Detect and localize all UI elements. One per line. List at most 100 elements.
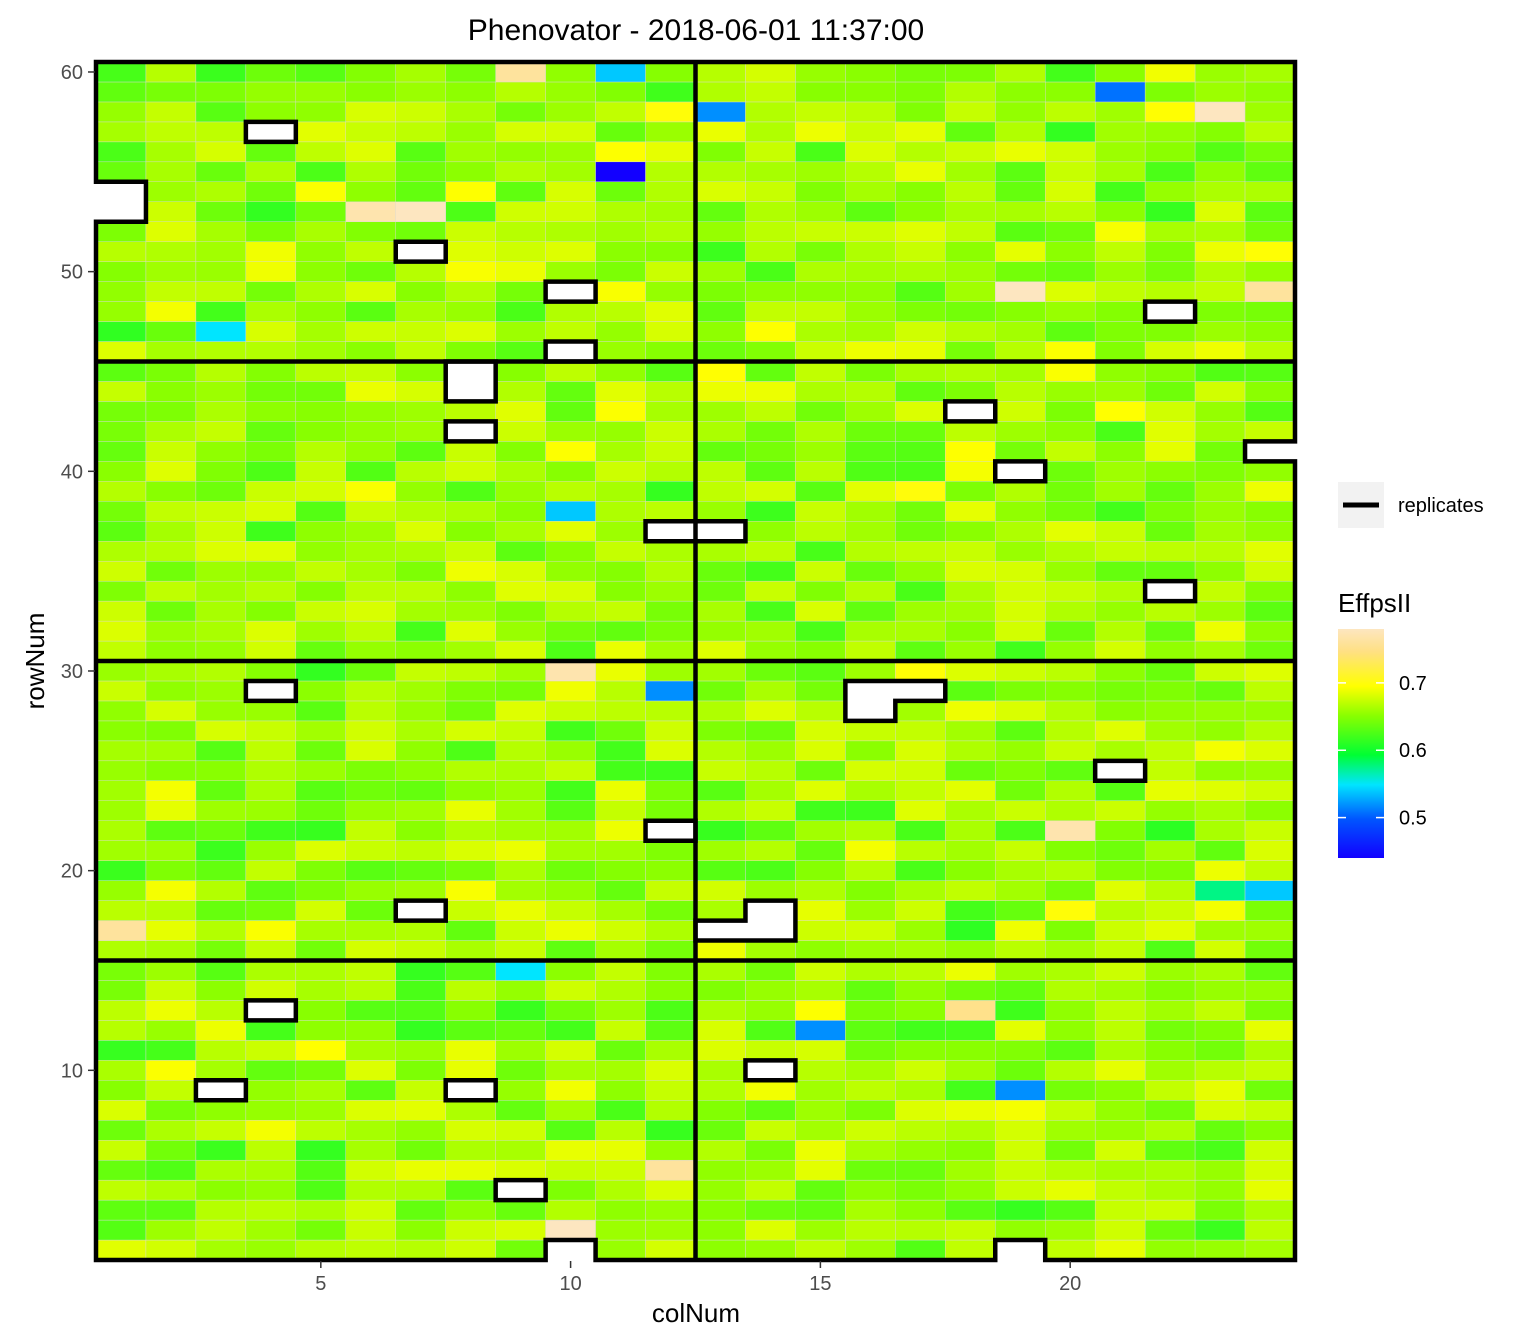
heatmap-cell xyxy=(1244,1179,1296,1201)
heatmap-cell xyxy=(995,920,1046,941)
heatmap-cell xyxy=(295,321,346,342)
heatmap-cell xyxy=(595,481,646,502)
heatmap-cell xyxy=(795,1040,846,1061)
heatmap-cell xyxy=(1244,261,1296,282)
heatmap-cell xyxy=(545,181,596,202)
heatmap-cell xyxy=(745,820,796,841)
heatmap-cell xyxy=(1144,680,1196,702)
heatmap-cell xyxy=(695,840,746,861)
heatmap-cell xyxy=(295,461,346,482)
heatmap-cell xyxy=(645,541,696,562)
heatmap-cell xyxy=(345,960,396,981)
heatmap-cell xyxy=(845,1159,896,1181)
heatmap-cell xyxy=(145,1139,197,1161)
heatmap-cell xyxy=(545,401,596,422)
heatmap-cell xyxy=(1194,181,1246,202)
heatmap-cell xyxy=(495,1159,546,1181)
heatmap-cell xyxy=(845,321,896,342)
heatmap-cell xyxy=(1144,241,1196,262)
heatmap-cell xyxy=(1244,1000,1296,1021)
heatmap-cell xyxy=(895,580,946,602)
heatmap-cell xyxy=(595,840,646,861)
heatmap-cell xyxy=(95,800,147,821)
heatmap-cell xyxy=(1144,1040,1196,1061)
heatmap-cell xyxy=(695,221,746,242)
heatmap-cell xyxy=(645,1120,696,1141)
heatmap-cell xyxy=(1094,1139,1146,1161)
heatmap-cell xyxy=(695,301,746,322)
heatmap-cell xyxy=(1244,1100,1296,1121)
heatmap-cell xyxy=(1045,81,1096,103)
heatmap-cell xyxy=(1244,501,1296,522)
heatmap-cell xyxy=(895,61,946,83)
heatmap-cell xyxy=(645,960,696,981)
heatmap-cell xyxy=(795,1020,846,1041)
heatmap-cell xyxy=(795,820,846,841)
heatmap-cell xyxy=(495,241,546,262)
heatmap-cell xyxy=(1094,1000,1146,1021)
heatmap-cell xyxy=(695,1120,746,1141)
heatmap-cell xyxy=(1244,960,1296,981)
heatmap-cell xyxy=(645,1219,696,1241)
heatmap-cell xyxy=(995,501,1046,522)
heatmap-cell xyxy=(845,820,896,841)
heatmap-cell xyxy=(295,261,346,282)
heatmap-cell xyxy=(295,700,346,722)
heatmap-cell xyxy=(295,1120,346,1141)
heatmap-cell xyxy=(1144,1219,1196,1241)
heatmap-cell xyxy=(445,101,496,123)
heatmap-cell xyxy=(845,880,896,901)
heatmap-cell xyxy=(145,940,197,961)
heatmap-cell xyxy=(1244,541,1296,562)
heatmap-cell xyxy=(745,1179,796,1201)
heatmap-cell xyxy=(745,1239,796,1261)
heatmap-cell xyxy=(845,1239,896,1261)
heatmap-cell xyxy=(645,940,696,961)
heatmap-cell xyxy=(1144,461,1196,482)
heatmap-cell xyxy=(995,1199,1046,1221)
heatmap-cell xyxy=(145,980,197,1001)
heatmap-cell xyxy=(945,1080,996,1101)
heatmap-cell xyxy=(545,1000,596,1021)
heatmap-cell xyxy=(1144,501,1196,522)
heatmap-cell xyxy=(995,401,1046,422)
heatmap-cell xyxy=(295,720,346,742)
heatmap-cell xyxy=(95,261,147,282)
heatmap-cell xyxy=(1094,900,1146,921)
heatmap-cell xyxy=(695,201,746,222)
heatmap-cell xyxy=(1194,780,1246,801)
heatmap-cell xyxy=(395,381,446,402)
heatmap-cell xyxy=(895,381,946,402)
heatmap-cell xyxy=(545,381,596,402)
heatmap-cell xyxy=(1194,600,1246,622)
heatmap-cell xyxy=(445,820,496,841)
heatmap-cell xyxy=(245,960,297,981)
heatmap-cell xyxy=(995,141,1046,163)
heatmap-cell xyxy=(1144,960,1196,981)
heatmap-cell xyxy=(395,920,446,941)
heatmap-cell xyxy=(1244,900,1296,921)
heatmap-cell xyxy=(1244,920,1296,941)
heatmap-cell xyxy=(795,700,846,722)
heatmap-cell xyxy=(195,640,247,662)
heatmap-cell xyxy=(595,1120,646,1141)
heatmap-cell xyxy=(195,1040,247,1061)
heatmap-cell xyxy=(1045,980,1096,1001)
heatmap-cell xyxy=(1045,660,1096,682)
heatmap-cell xyxy=(995,740,1046,762)
heatmap-cell xyxy=(395,560,446,582)
heatmap-cell xyxy=(845,1080,896,1101)
heatmap-cell xyxy=(395,660,446,682)
heatmap-cell xyxy=(495,820,546,841)
heatmap-cell xyxy=(745,1219,796,1241)
heatmap-cell xyxy=(445,541,496,562)
heatmap-cell xyxy=(1045,441,1096,462)
heatmap-cell xyxy=(895,401,946,422)
heatmap-cell xyxy=(195,860,247,881)
heatmap-cell xyxy=(895,1120,946,1141)
heatmap-cell xyxy=(145,241,197,262)
heatmap-cell xyxy=(395,680,446,702)
heatmap-cell xyxy=(1094,361,1146,382)
heatmap-cell xyxy=(695,960,746,981)
heatmap-cell xyxy=(1244,1020,1296,1041)
